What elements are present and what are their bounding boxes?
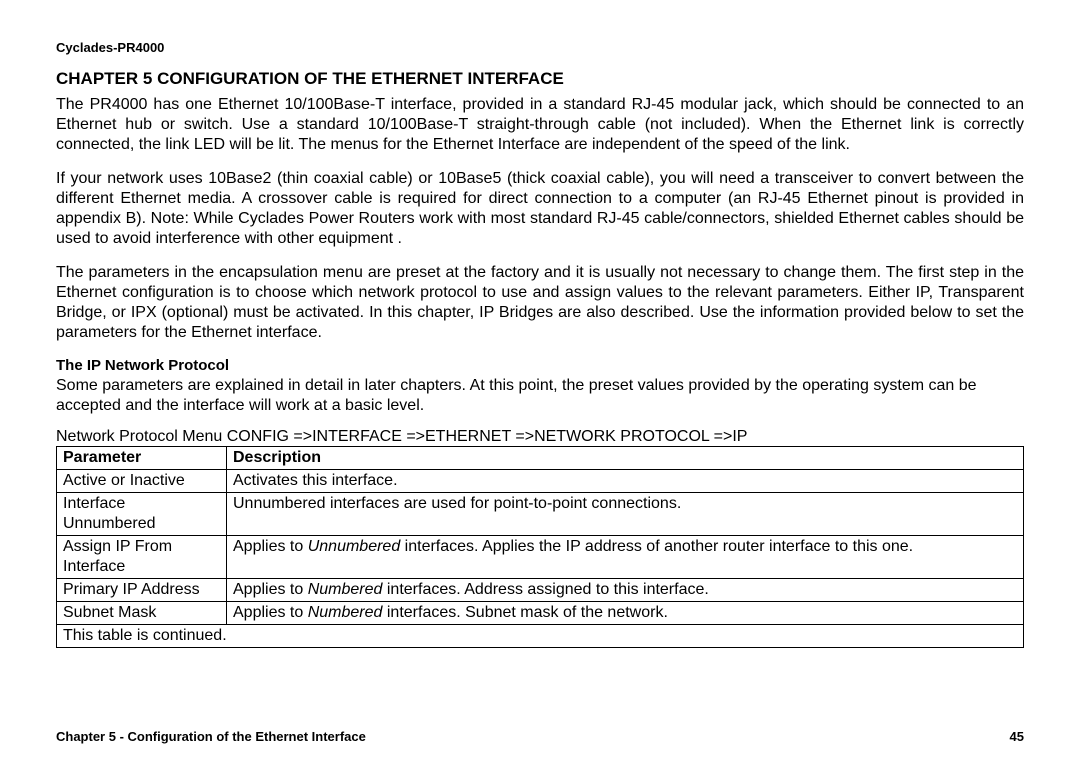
cell-continued: This table is continued. — [57, 625, 1024, 648]
cell-param: Subnet Mask — [57, 602, 227, 625]
cell-param: Primary IP Address — [57, 579, 227, 602]
footer-chapter: Chapter 5 - Configuration of the Etherne… — [56, 729, 366, 744]
cell-desc: Unnumbered interfaces are used for point… — [227, 493, 1024, 536]
col-description: Description — [227, 447, 1024, 470]
cell-desc: Applies to Numbered interfaces. Subnet m… — [227, 602, 1024, 625]
table-header-row: Parameter Description — [57, 447, 1024, 470]
subheading-ip-protocol: The IP Network Protocol — [56, 357, 1024, 374]
paragraph-3: The parameters in the encapsulation menu… — [56, 263, 1024, 343]
cell-desc: Applies to Unnumbered interfaces. Applie… — [227, 536, 1024, 579]
product-name: Cyclades-PR4000 — [56, 40, 1024, 55]
col-parameter: Parameter — [57, 447, 227, 470]
paragraph-4: Some parameters are explained in detail … — [56, 376, 1024, 416]
parameter-table: Parameter Description Active or Inactive… — [56, 446, 1024, 648]
table-row: Assign IP From Interface Applies to Unnu… — [57, 536, 1024, 579]
table-row: Active or Inactive Activates this interf… — [57, 470, 1024, 493]
page-footer: Chapter 5 - Configuration of the Etherne… — [56, 729, 1024, 744]
table-row: Interface Unnumbered Unnumbered interfac… — [57, 493, 1024, 536]
footer-page-number: 45 — [1010, 729, 1024, 744]
table-row-continued: This table is continued. — [57, 625, 1024, 648]
cell-param: Assign IP From Interface — [57, 536, 227, 579]
chapter-title: CHAPTER 5 CONFIGURATION OF THE ETHERNET … — [56, 69, 1024, 89]
cell-desc: Applies to Numbered interfaces. Address … — [227, 579, 1024, 602]
table-row: Subnet Mask Applies to Numbered interfac… — [57, 602, 1024, 625]
paragraph-1: The PR4000 has one Ethernet 10/100Base-T… — [56, 95, 1024, 155]
cell-param: Active or Inactive — [57, 470, 227, 493]
cell-desc: Activates this interface. — [227, 470, 1024, 493]
paragraph-2: If your network uses 10Base2 (thin coaxi… — [56, 169, 1024, 249]
cell-param: Interface Unnumbered — [57, 493, 227, 536]
menu-path: Network Protocol Menu CONFIG =>INTERFACE… — [56, 428, 1024, 446]
table-row: Primary IP Address Applies to Numbered i… — [57, 579, 1024, 602]
